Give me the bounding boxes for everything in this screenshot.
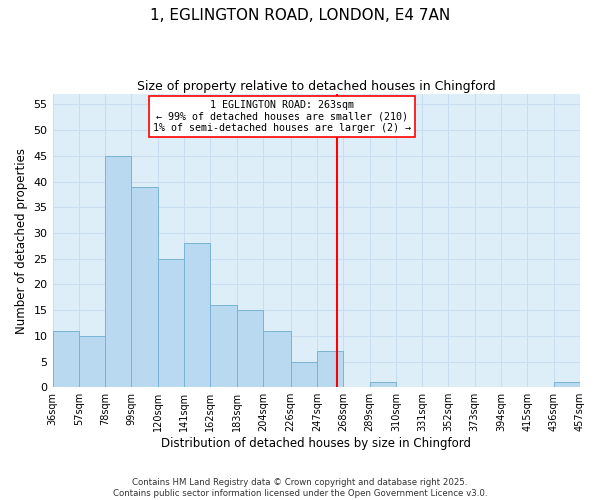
Bar [53,330,79,387]
Bar [211,305,237,387]
Bar [131,186,158,387]
Y-axis label: Number of detached properties: Number of detached properties [15,148,28,334]
Bar [105,156,131,387]
Text: Contains HM Land Registry data © Crown copyright and database right 2025.
Contai: Contains HM Land Registry data © Crown c… [113,478,487,498]
Bar [370,382,396,387]
Bar [184,244,211,387]
X-axis label: Distribution of detached houses by size in Chingford: Distribution of detached houses by size … [161,437,471,450]
Title: Size of property relative to detached houses in Chingford: Size of property relative to detached ho… [137,80,496,93]
Text: 1, EGLINGTON ROAD, LONDON, E4 7AN: 1, EGLINGTON ROAD, LONDON, E4 7AN [150,8,450,22]
Bar [237,310,263,387]
Bar [263,330,290,387]
Bar [79,336,105,387]
Bar [290,362,317,387]
Bar [158,258,184,387]
Text: 1 EGLINGTON ROAD: 263sqm
← 99% of detached houses are smaller (210)
1% of semi-d: 1 EGLINGTON ROAD: 263sqm ← 99% of detach… [153,100,411,133]
Bar [317,351,343,387]
Bar [554,382,580,387]
